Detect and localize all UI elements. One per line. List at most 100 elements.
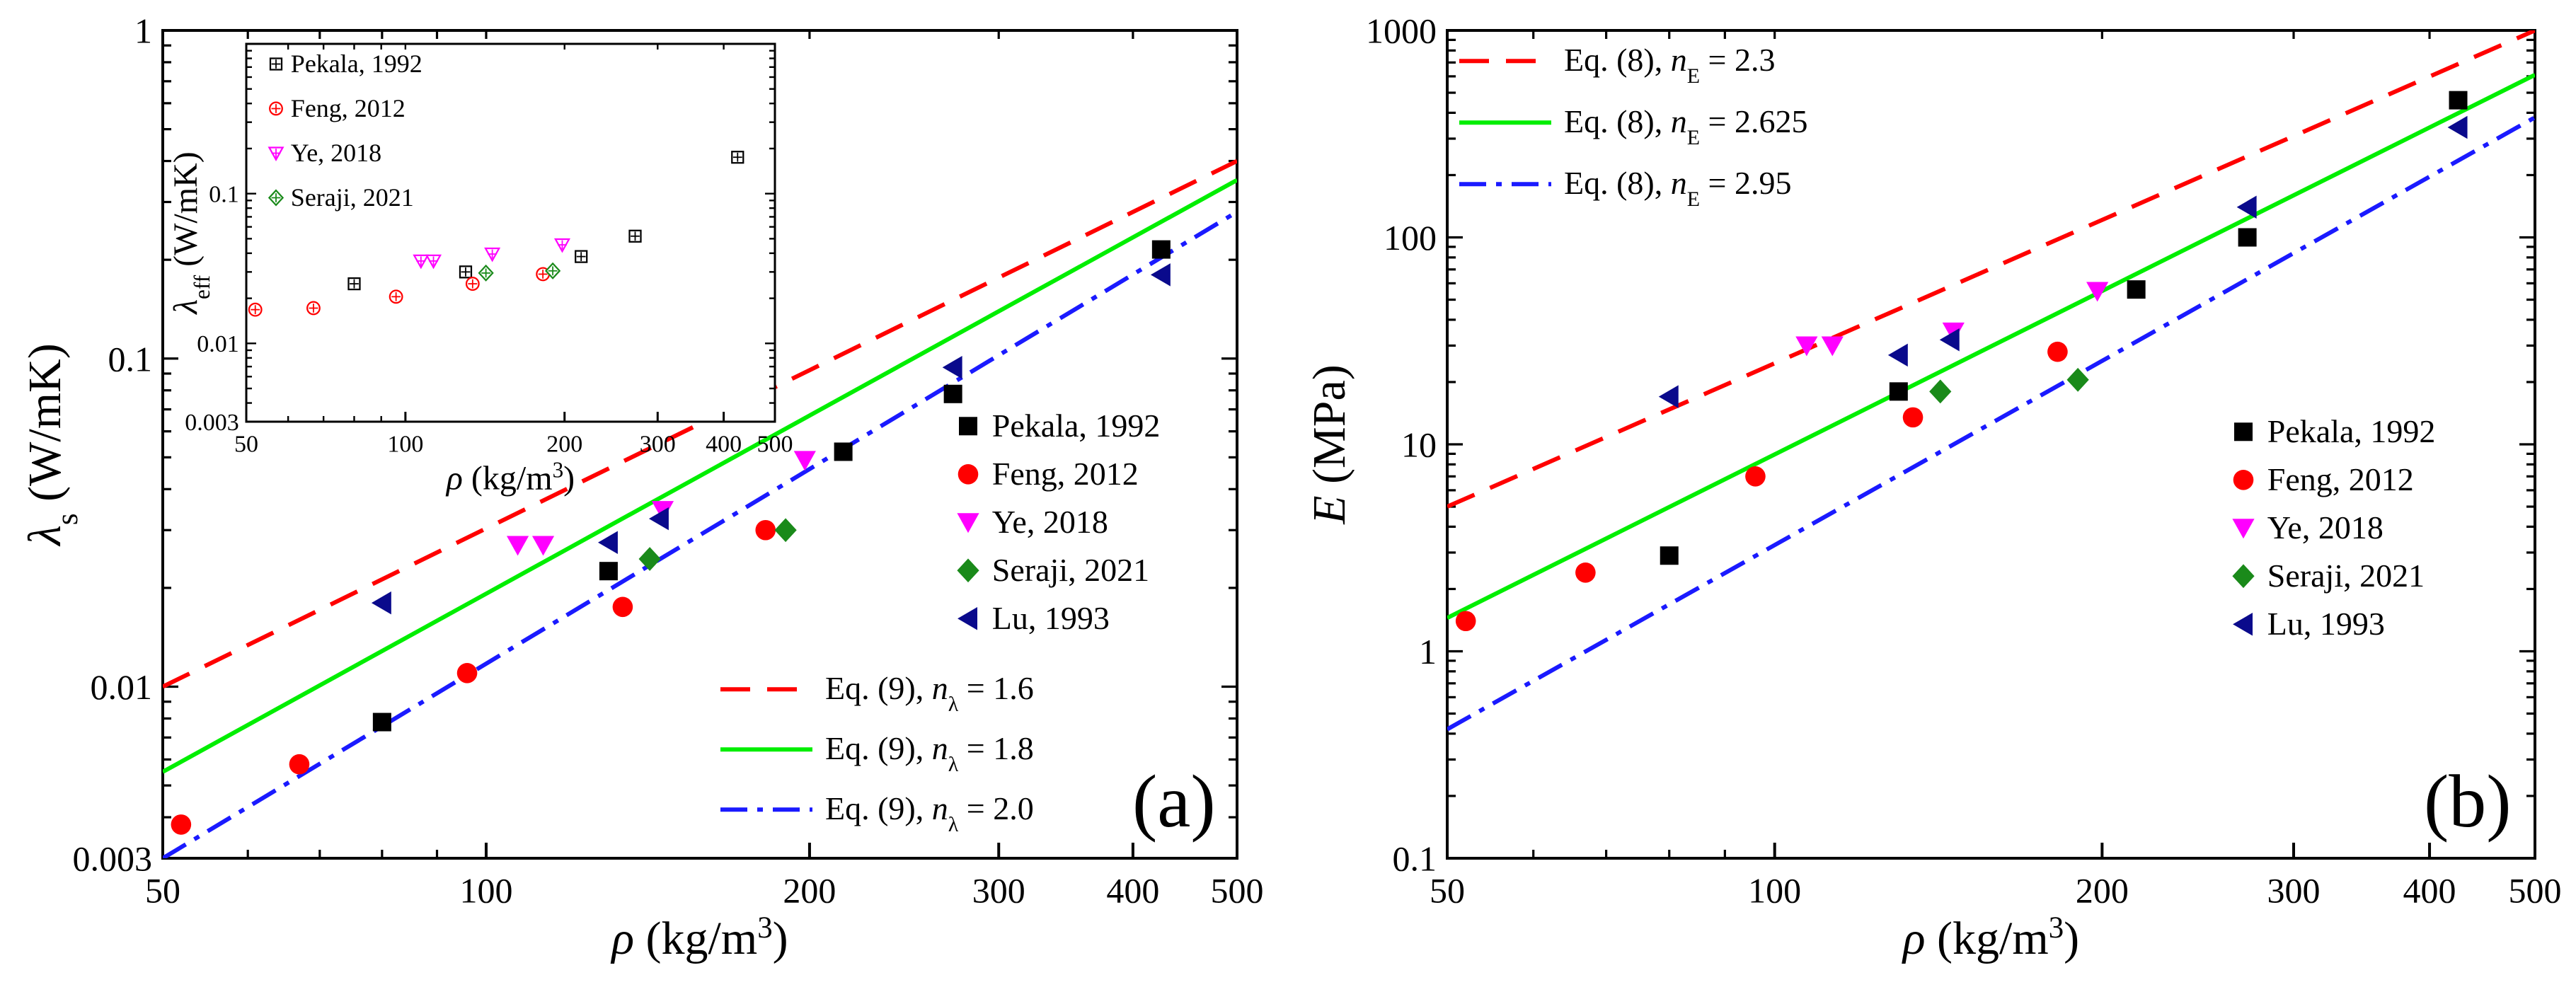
series-lu-1993 bbox=[371, 263, 1171, 615]
legend-label: Seraji, 2021 bbox=[992, 552, 1149, 588]
x-tick-label: 300 bbox=[2267, 871, 2321, 911]
y-tick-label: 1 bbox=[134, 11, 152, 51]
y-tick-label: 10 bbox=[1401, 425, 1437, 465]
fit-legend-label: Eq. (8), nE = 2.3 bbox=[1564, 42, 1775, 88]
inset-series-ye-2018 bbox=[413, 238, 570, 270]
legend-marker bbox=[2233, 469, 2254, 490]
data-point bbox=[1902, 407, 1924, 428]
series-seraji-2021 bbox=[638, 518, 797, 571]
series-seraji-2021 bbox=[1929, 367, 2089, 404]
x-axis-label: ρ (kg/m3) bbox=[1902, 911, 2079, 965]
data-point bbox=[506, 536, 529, 556]
fit-legend-label: Eq. (9), nλ = 2.0 bbox=[825, 790, 1034, 836]
data-point bbox=[171, 814, 192, 835]
legend-marker bbox=[959, 417, 977, 436]
x-tick-label: 50 bbox=[145, 871, 180, 911]
fit-line-1 bbox=[1447, 30, 2535, 509]
data-point bbox=[289, 754, 310, 775]
inset-legend-label: Seraji, 2021 bbox=[291, 183, 414, 212]
series-pekala-1992 bbox=[1660, 91, 2468, 565]
inset-x-tick-label: 100 bbox=[387, 432, 423, 458]
series-pekala-1992 bbox=[372, 240, 1171, 732]
y-tick-label: 0.01 bbox=[91, 667, 153, 707]
data-point bbox=[599, 562, 618, 581]
data-point bbox=[1821, 336, 1844, 357]
legend-label: Ye, 2018 bbox=[992, 504, 1108, 540]
data-point bbox=[2066, 367, 2089, 392]
data-point bbox=[1939, 328, 1960, 352]
legend-marker bbox=[2234, 422, 2253, 442]
data-point bbox=[371, 591, 391, 615]
legend-marker bbox=[2232, 564, 2255, 589]
data-point bbox=[1889, 382, 1908, 401]
inset-series-feng-2012 bbox=[248, 267, 551, 317]
data-point bbox=[2447, 115, 2468, 139]
inset-legend-label: Ye, 2018 bbox=[291, 139, 381, 167]
legend-label: Seraji, 2021 bbox=[2267, 558, 2425, 594]
inset-y-tick-label: 0.1 bbox=[209, 182, 239, 208]
data-point bbox=[774, 518, 797, 543]
data-point bbox=[638, 547, 661, 571]
data-point bbox=[2449, 91, 2468, 110]
data-point bbox=[793, 451, 816, 471]
y-axis-label: E (MPa) bbox=[1304, 364, 1355, 524]
x-tick-label: 100 bbox=[1748, 871, 1801, 911]
x-tick-label: 500 bbox=[2509, 871, 2562, 911]
data-point bbox=[2236, 195, 2257, 219]
inset-x-axis-label: ρ (kg/m3) bbox=[445, 457, 575, 497]
data-point bbox=[1151, 240, 1171, 259]
legend-label: Lu, 1993 bbox=[992, 600, 1110, 636]
inset-plot-frame bbox=[245, 42, 776, 423]
fit-legend-label: Eq. (8), nE = 2.625 bbox=[1564, 103, 1807, 149]
data-point bbox=[1795, 336, 1818, 357]
fit-legend-label: Eq. (9), nλ = 1.8 bbox=[825, 730, 1034, 776]
inset-x-tick-label: 500 bbox=[757, 432, 793, 458]
fit-legend-label: Eq. (8), nE = 2.95 bbox=[1564, 165, 1791, 211]
legend-label: Feng, 2012 bbox=[992, 456, 1139, 492]
inset-y-tick-label: 0.003 bbox=[185, 410, 239, 436]
inset-legend-label: Pekala, 1992 bbox=[291, 50, 422, 78]
series-lu-1993 bbox=[1658, 115, 2468, 408]
y-tick-label: 0.1 bbox=[108, 339, 153, 379]
fit-legend-label: Eq. (9), nλ = 1.6 bbox=[825, 670, 1034, 716]
data-point bbox=[372, 712, 391, 732]
inset-x-tick-label: 50 bbox=[234, 432, 258, 458]
y-tick-label: 1000 bbox=[1366, 11, 1437, 51]
inset-x-tick-label: 300 bbox=[640, 432, 676, 458]
data-point bbox=[1455, 611, 1476, 632]
fit-lines bbox=[1447, 30, 2535, 732]
x-tick-label: 200 bbox=[783, 871, 836, 911]
data-point bbox=[2127, 280, 2146, 299]
data-point bbox=[531, 536, 555, 556]
legend-label: Pekala, 1992 bbox=[992, 408, 1161, 444]
y-tick-label: 100 bbox=[1384, 218, 1437, 258]
fit-line-2 bbox=[1447, 73, 2535, 620]
x-axis-label: ρ (kg/m3) bbox=[610, 911, 788, 965]
data-point bbox=[2238, 228, 2257, 247]
data-point bbox=[1575, 562, 1596, 583]
panel-label: (a) bbox=[1132, 760, 1216, 843]
legend-label: Lu, 1993 bbox=[2267, 606, 2385, 642]
y-axis-label: λs (W/mK) bbox=[19, 343, 84, 546]
data-point bbox=[612, 596, 633, 618]
legend-label: Ye, 2018 bbox=[2267, 509, 2384, 546]
legend-marker bbox=[957, 558, 979, 583]
fit-line-1 bbox=[163, 158, 1237, 689]
data-point bbox=[2047, 341, 2068, 362]
data-point bbox=[1658, 385, 1679, 408]
inset-series-seraji-2021 bbox=[478, 262, 561, 282]
legend-marker bbox=[957, 513, 979, 533]
data-point bbox=[456, 663, 478, 683]
y-tick-label: 0.003 bbox=[73, 839, 153, 879]
x-tick-label: 300 bbox=[972, 871, 1025, 911]
inset-series-pekala-1992 bbox=[347, 151, 744, 291]
data-point bbox=[1660, 546, 1679, 565]
x-tick-label: 400 bbox=[1106, 871, 1159, 911]
plot-frame bbox=[161, 29, 1238, 860]
fit-lines bbox=[163, 158, 1237, 858]
data-point bbox=[1150, 263, 1171, 287]
data-point bbox=[1887, 343, 1908, 367]
y-tick-label: 0.1 bbox=[1393, 839, 1437, 879]
data-point bbox=[2086, 282, 2109, 302]
